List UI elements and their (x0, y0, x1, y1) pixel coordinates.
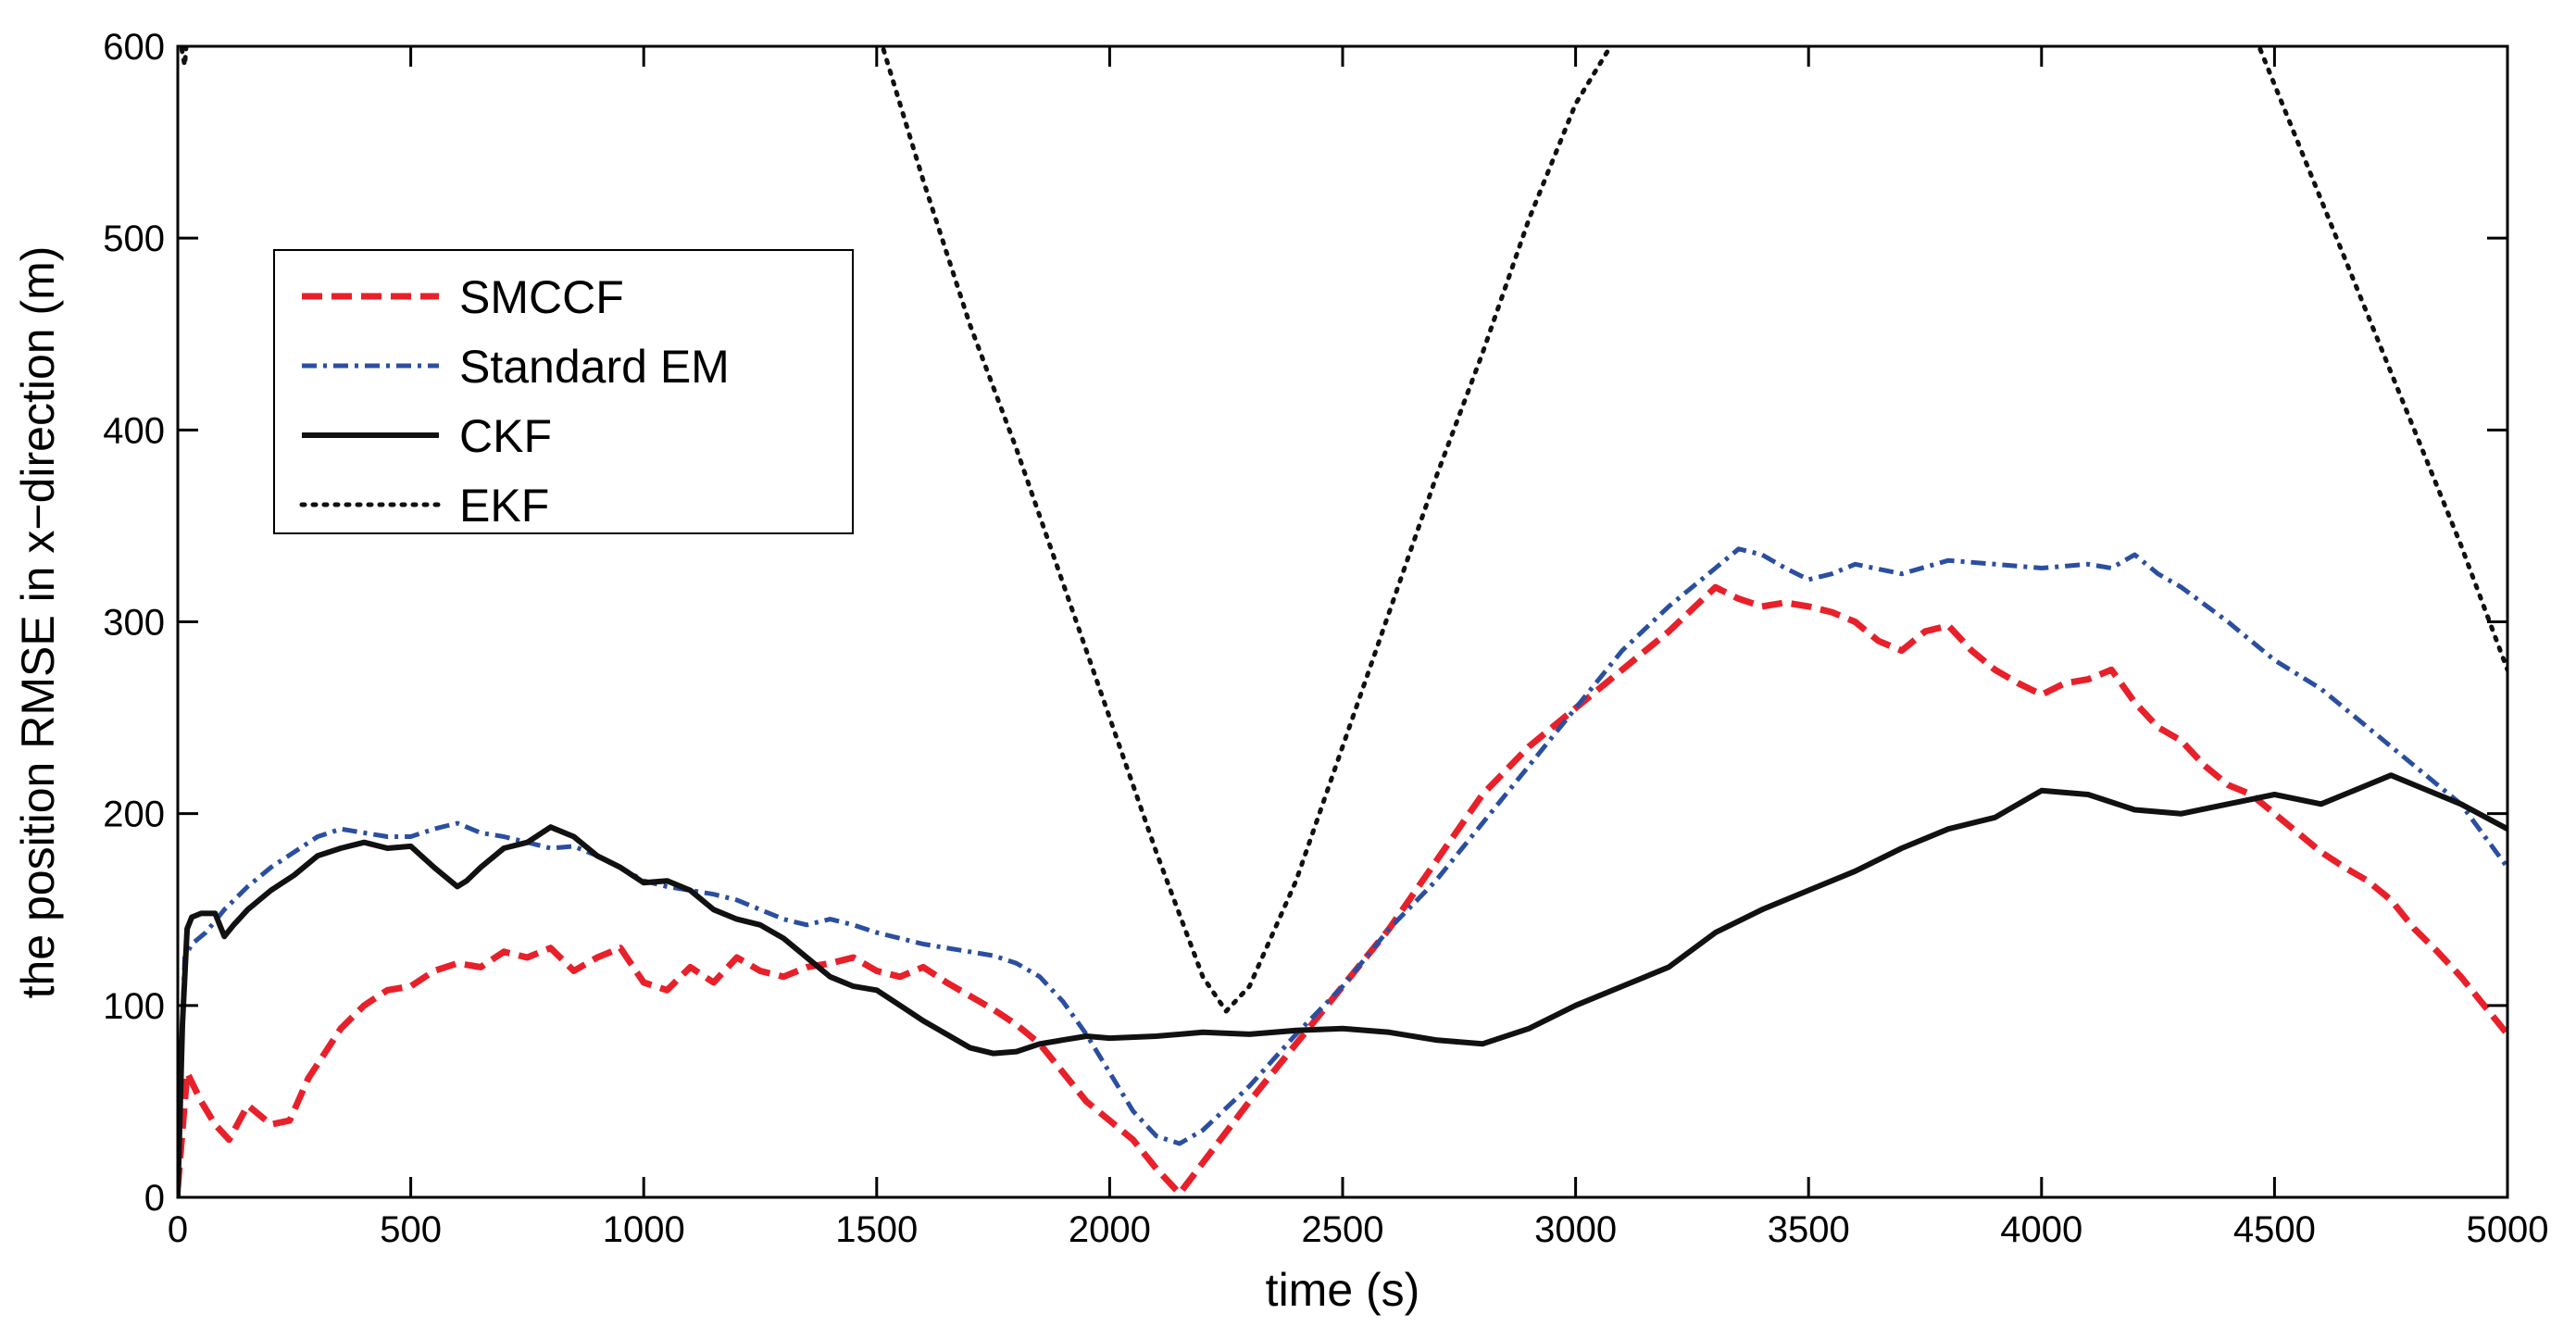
series-line-ckf (178, 772, 2507, 1197)
x-tick-label: 3000 (1534, 1209, 1617, 1250)
y-axis-title: the position RMSE in x−direction (m) (12, 246, 64, 999)
x-axis-title: time (s) (1266, 1264, 1420, 1316)
legend-label: Standard EM (459, 341, 730, 393)
legend: SMCCF Standard EM CKF EKF (273, 249, 854, 534)
y-tick-label: 200 (103, 795, 165, 835)
y-tick-label: 100 (103, 986, 165, 1027)
y-tick-label: 400 (103, 410, 165, 451)
x-tick-label: 2000 (1069, 1209, 1151, 1250)
x-tick-label: 1000 (603, 1209, 685, 1250)
series-line-ekf (179, 46, 2507, 1014)
legend-label: CKF (459, 410, 552, 462)
legend-label: SMCCF (459, 271, 624, 323)
x-tick-label: 2500 (1302, 1209, 1384, 1250)
x-tick-label: 4500 (2233, 1209, 2316, 1250)
y-tick-label: 500 (103, 219, 165, 259)
series-line-smccf (178, 583, 2507, 1197)
x-tick-label: 5000 (2467, 1209, 2549, 1250)
y-tick-label: 300 (103, 603, 165, 644)
x-tick-label: 0 (168, 1209, 188, 1250)
y-tick-label: 0 (144, 1178, 165, 1219)
x-tick-label: 3500 (1768, 1209, 1850, 1250)
series-line-standard-em (178, 546, 2507, 1159)
ticks-layer: 0 500 1000 1500 2000 2500 3000 3500 4000 4500 5000… (103, 27, 2548, 1250)
plot-area (178, 46, 2507, 1197)
legend-label: EKF (459, 480, 549, 532)
series-layer (178, 46, 2507, 1197)
y-tick-label: 600 (103, 27, 165, 68)
x-tick-label: 1500 (835, 1209, 918, 1250)
x-tick-label: 4000 (2000, 1209, 2082, 1250)
x-tick-label: 500 (380, 1209, 442, 1250)
